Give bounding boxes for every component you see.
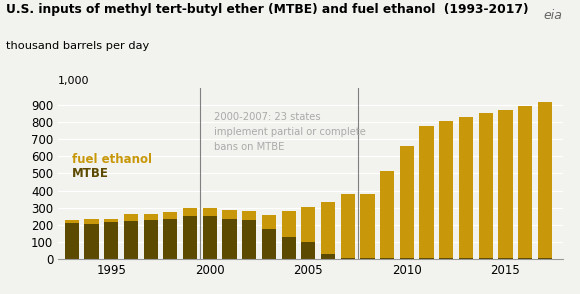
Bar — [360, 194, 375, 258]
Bar — [262, 215, 276, 229]
Bar — [143, 214, 158, 220]
Bar — [65, 223, 79, 259]
Text: eia: eia — [543, 9, 563, 22]
Bar — [242, 211, 256, 220]
Bar — [478, 258, 493, 259]
Bar — [183, 216, 197, 259]
Text: 1,000: 1,000 — [58, 76, 89, 86]
Text: thousand barrels per day: thousand barrels per day — [6, 41, 149, 51]
Bar — [419, 258, 434, 259]
Bar — [124, 221, 138, 259]
Bar — [104, 219, 118, 222]
Bar — [262, 229, 276, 259]
Bar — [183, 208, 197, 216]
Bar — [301, 242, 316, 259]
Bar — [400, 258, 414, 259]
Bar — [222, 219, 237, 259]
Bar — [163, 212, 177, 219]
Bar — [340, 258, 355, 259]
Bar — [360, 258, 375, 259]
Text: fuel ethanol: fuel ethanol — [72, 153, 152, 166]
Bar — [301, 207, 316, 242]
Bar — [222, 210, 237, 219]
Bar — [459, 258, 473, 259]
Text: U.S. inputs of methyl tert-butyl ether (MTBE) and fuel ethanol  (1993-2017): U.S. inputs of methyl tert-butyl ether (… — [6, 3, 528, 16]
Bar — [143, 220, 158, 259]
Text: 2000-2007: 23 states
implement partial or complete
bans on MTBE: 2000-2007: 23 states implement partial o… — [213, 112, 365, 152]
Bar — [538, 102, 552, 258]
Bar — [498, 258, 513, 259]
Bar — [518, 258, 532, 259]
Bar — [281, 238, 296, 259]
Text: MTBE: MTBE — [72, 167, 108, 180]
Bar — [439, 258, 454, 259]
Bar — [85, 219, 99, 224]
Bar — [459, 117, 473, 258]
Bar — [439, 121, 454, 258]
Bar — [242, 220, 256, 259]
Bar — [518, 106, 532, 258]
Bar — [124, 214, 138, 221]
Bar — [163, 219, 177, 259]
Bar — [380, 258, 394, 259]
Bar — [478, 113, 493, 258]
Bar — [85, 224, 99, 259]
Bar — [202, 216, 217, 259]
Bar — [400, 146, 414, 258]
Bar — [419, 126, 434, 258]
Bar — [340, 194, 355, 258]
Bar — [321, 203, 335, 254]
Bar — [321, 254, 335, 259]
Bar — [281, 211, 296, 238]
Bar — [202, 208, 217, 216]
Bar — [498, 110, 513, 258]
Bar — [380, 171, 394, 258]
Bar — [538, 258, 552, 259]
Bar — [104, 222, 118, 259]
Bar — [65, 220, 79, 223]
